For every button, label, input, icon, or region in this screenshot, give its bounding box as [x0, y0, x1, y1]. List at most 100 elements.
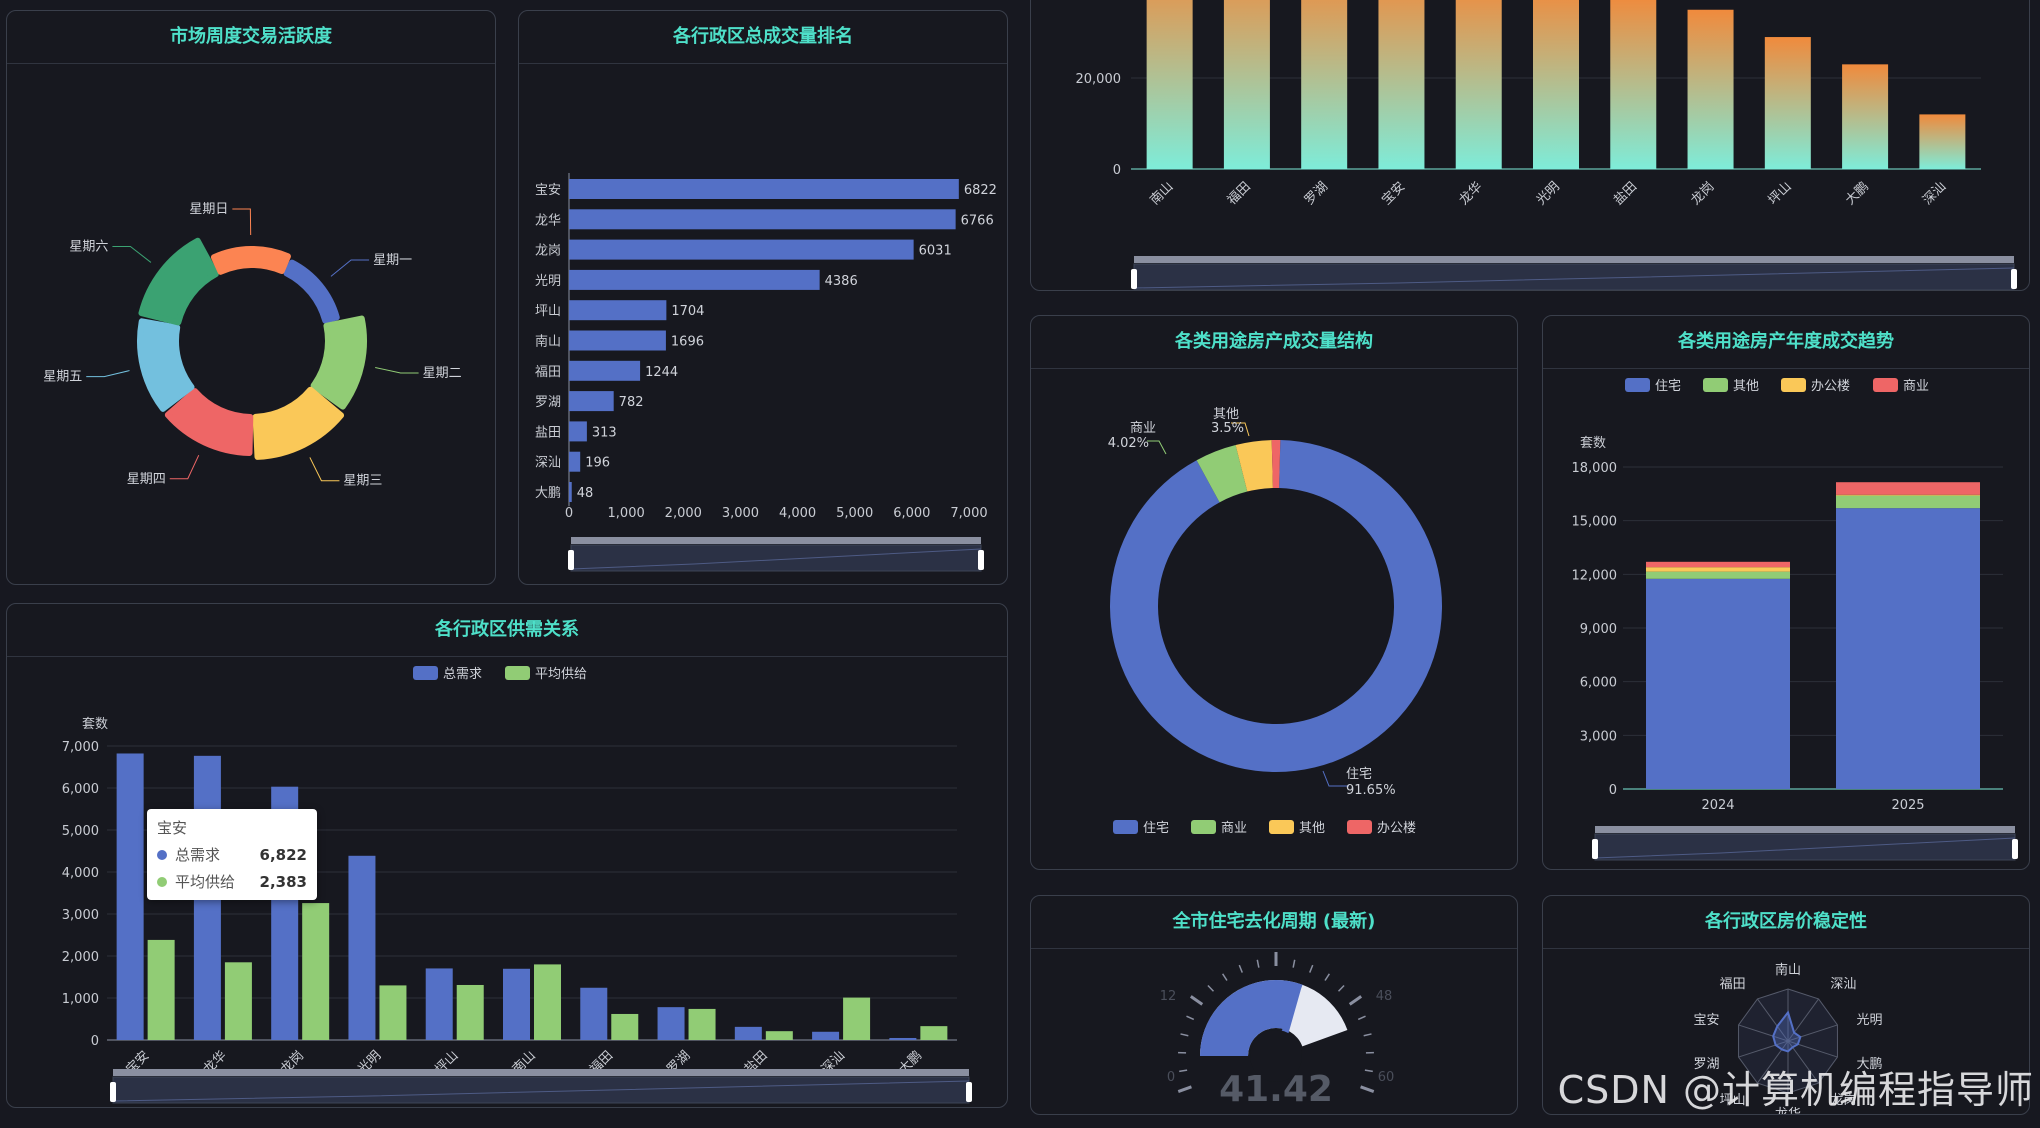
x-tick-label: 4,000 [779, 506, 816, 521]
slice-label: 星期五 [43, 370, 82, 385]
gauge-tick-label: 60 [1378, 1070, 1395, 1085]
gauge-tick-label: 0 [1167, 1070, 1175, 1085]
rose-slice [164, 388, 254, 456]
bar-supply [302, 903, 330, 1040]
tooltip-value: 6,822 [259, 845, 307, 864]
rose-slice [252, 386, 345, 460]
x-tick-label: 光明 [1534, 179, 1563, 208]
datazoom-handle-bar [113, 1069, 969, 1076]
y-tick-label: 光明 [535, 274, 561, 289]
radar-indicator-label: 光明 [1856, 1013, 1882, 1028]
x-tick-label: 南山 [1147, 179, 1177, 209]
bar [569, 209, 956, 230]
stacked-bar-segment [1646, 571, 1790, 579]
legend-swatch [1191, 820, 1216, 834]
stacked-bar-segment [1836, 508, 1980, 789]
gauge-tick [1360, 1085, 1375, 1093]
bar-supply [765, 1031, 793, 1040]
bar [569, 300, 667, 321]
bar [569, 421, 587, 442]
y-tick-label: 3,000 [62, 908, 99, 923]
panel-title: 各行政区房价稳定性 [1543, 896, 2029, 949]
radar-indicator-label: 宝安 [1694, 1013, 1720, 1028]
bar-value-label: 1704 [671, 304, 704, 319]
label-line [330, 259, 370, 277]
bar-value-label: 196 [585, 456, 610, 471]
usage-structure-panel: 各类用途房产成交量结构 住宅 91.65% 商业 4.02% 其他 3.5% 住宅 商业 其他办… [1030, 315, 1518, 870]
gauge-tick-label: 12 [1160, 989, 1177, 1004]
district-price-panel: 0 20,000 南山 福田 罗湖 宝安 龙华 光明 盐田 龙岗 坪山 大鹏 深汕 [1030, 0, 2030, 291]
gauge-tick [1238, 964, 1243, 973]
bar-value-label: 313 [592, 425, 617, 440]
panel-title: 各类用途房产成交量结构 [1031, 316, 1517, 369]
gauge-tick [1292, 959, 1296, 968]
donut-slice [1196, 444, 1248, 503]
panel-title: 市场周度交易活跃度 [7, 11, 495, 64]
datazoom-track [1133, 263, 2015, 290]
slice-label: 住宅 [1346, 767, 1372, 782]
tooltip-row: 平均供给 2,383 [157, 871, 307, 892]
bar-demand [812, 1031, 840, 1040]
y-tick-label: 1,000 [62, 992, 99, 1007]
legend-label: 办公楼 [1377, 821, 1416, 836]
bar-supply [688, 1008, 716, 1040]
bar-supply [534, 964, 561, 1040]
x-tick-label: 龙岗 [1688, 179, 1717, 208]
slice-label: 星期六 [69, 239, 108, 254]
bar-demand [657, 1007, 685, 1040]
donut-slice [1271, 440, 1281, 489]
gauge-tick [1348, 995, 1363, 1006]
legend-swatch [1781, 378, 1806, 392]
gauge-tick [1186, 1015, 1195, 1021]
y-tick-label: 3,000 [1580, 729, 1617, 744]
rose-slice [137, 318, 195, 412]
gauge-tick [1324, 973, 1331, 981]
gauge-tick [1256, 959, 1260, 968]
slice-label: 星期日 [189, 202, 228, 217]
datazoom-left-handle [110, 1082, 116, 1102]
legend-label: 其他 [1299, 821, 1325, 836]
bar [569, 330, 666, 351]
gauge-chart: 0 12 48 60 41.42 [1160, 952, 1395, 1110]
bar-demand [889, 1037, 917, 1040]
bar [569, 179, 959, 199]
x-tick-label: 3,000 [722, 506, 759, 521]
gauge-tick [1179, 1069, 1188, 1073]
bar [1764, 37, 1811, 169]
radar-indicator-label: 龙岗 [1830, 1093, 1856, 1108]
bar-supply [843, 997, 871, 1040]
weekly-activity-panel: 市场周度交易活跃度 星期一 星期二 星期三 星期四 星期五 星期六 星期日 [6, 10, 496, 585]
stacked-bar-segment [1646, 567, 1790, 572]
gauge-tick [1309, 964, 1314, 973]
y-tick-label: 7,000 [62, 740, 99, 755]
datazoom-track [1594, 833, 2016, 861]
district-ranking-panel: 各行政区总成交量排名 宝安 6822 龙华 6766 龙岗 6031 光明 4386 坪山 170… [518, 10, 1008, 585]
datazoom-preview-line [112, 1080, 970, 1102]
bar-supply [920, 1026, 948, 1040]
radar-axis-line [1787, 1040, 1838, 1058]
tooltip-title: 宝安 [157, 819, 188, 837]
y-tick-label: 坪山 [535, 304, 561, 319]
label-line [112, 245, 152, 263]
radar-indicator-label: 坪山 [1720, 1093, 1746, 1108]
gauge-tick [1221, 973, 1228, 981]
label-line [86, 370, 130, 378]
x-tick-label: 0 [565, 506, 573, 521]
radar-axis-line [1738, 1024, 1789, 1042]
bar-demand [425, 968, 453, 1040]
datazoom-track [112, 1076, 970, 1104]
datazoom-left-handle [1592, 839, 1598, 859]
datazoom-handle-bar [1134, 256, 2014, 263]
stacked-bar-segment [1646, 561, 1790, 568]
chart-tooltip: 宝安 总需求 6,822 平均供给 2,383 [147, 809, 317, 900]
bar [569, 269, 820, 290]
bar [1919, 114, 1966, 169]
supply-demand-chart: 总需求 平均供给套数01,0002,0003,0004,0005,0006,000… [62, 666, 972, 1104]
tooltip-row: 总需求 6,822 [157, 844, 307, 865]
datazoom-right-handle [978, 550, 984, 570]
tooltip-series-name: 平均供给 [175, 873, 236, 891]
y-tick-label: 12,000 [1572, 568, 1618, 583]
